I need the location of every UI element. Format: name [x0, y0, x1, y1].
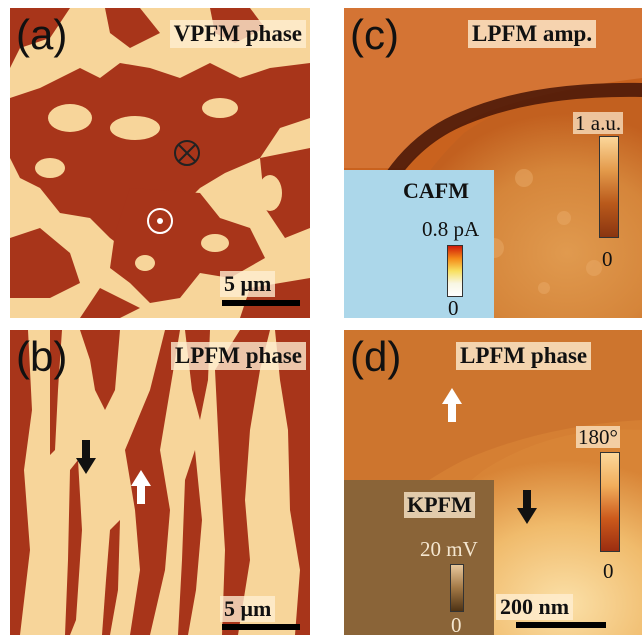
panel-c: (c) LPFM amp. 1 a.u. 0 CAFM 0.8 pA 0: [344, 8, 642, 318]
panel-a-scale-bar: [222, 300, 300, 306]
panel-b-title: LPFM phase: [170, 342, 306, 370]
panel-c-colorbar: [599, 136, 619, 238]
cafm-inset-title: CAFM: [403, 178, 469, 203]
panel-c-colorbar-min: 0: [602, 247, 613, 271]
panel-d: (d) LPFM phase 180° 0 200 nm KPFM 20 mV …: [344, 330, 642, 635]
panel-d-scale-bar: [516, 622, 606, 628]
panel-a-title: VPFM phase: [169, 20, 306, 48]
polarization-up-arrow-icon: [131, 470, 151, 504]
panel-b-scale-bar: [222, 624, 300, 630]
panel-a-scale-label: 5 μm: [220, 271, 276, 297]
panel-b-scale-label: 5 μm: [220, 596, 276, 622]
panel-d-tag: (d): [350, 333, 402, 380]
panel-d-colorbar-max: 180°: [576, 425, 620, 449]
kpfm-colorbar: [450, 564, 464, 612]
panel-b-tag: (b): [16, 333, 68, 380]
panel-d-colorbar-min: 0: [603, 559, 614, 583]
panel-a-tag: (a): [16, 11, 68, 58]
cafm-colorbar: [447, 245, 463, 297]
panel-d-scale-label: 200 nm: [496, 594, 574, 620]
panel-c-title: LPFM amp.: [468, 20, 597, 48]
panel-c-tag: (c): [350, 11, 399, 58]
polarization-down-arrow-icon: [76, 440, 96, 474]
kpfm-colorbar-min: 0: [451, 613, 462, 635]
kpfm-inset: KPFM 20 mV 0: [344, 480, 494, 635]
panel-d-title: LPFM phase: [456, 342, 592, 370]
panel-a: (a) VPFM phase 5 μm: [10, 8, 310, 318]
panel-b: (b) LPFM phase 5 μm: [10, 330, 310, 635]
panel-d-colorbar: [600, 452, 620, 552]
cafm-colorbar-max: 0.8 pA: [422, 217, 480, 241]
kpfm-colorbar-max: 20 mV: [420, 537, 478, 561]
cafm-colorbar-min: 0: [448, 296, 459, 318]
kpfm-inset-title: KPFM: [404, 492, 475, 518]
cafm-inset: CAFM 0.8 pA 0: [344, 170, 494, 318]
polarization-into-page-icon: [174, 140, 200, 166]
polarization-down-arrow-icon: [517, 490, 537, 524]
polarization-up-arrow-icon: [442, 388, 462, 422]
panel-c-colorbar-max: 1 a.u.: [573, 111, 624, 135]
lpfm-phase-stripes-image: [10, 330, 310, 635]
polarization-out-of-page-icon: [147, 208, 173, 234]
